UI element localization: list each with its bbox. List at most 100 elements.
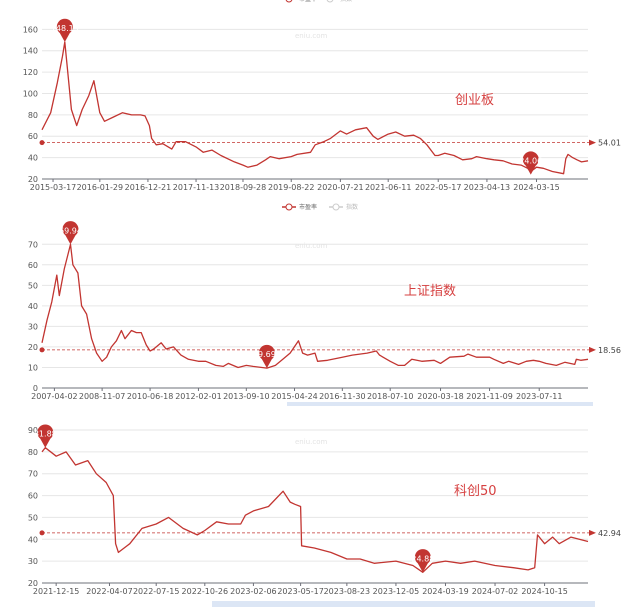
y-tick-label: 60 <box>28 492 38 501</box>
y-tick-label: 50 <box>28 281 38 290</box>
min-point-pin-marker <box>414 549 431 573</box>
y-tick-label: 80 <box>28 448 38 457</box>
y-tick-label: 160 <box>23 25 38 34</box>
y-tick-label: 70 <box>28 240 38 249</box>
y-tick-label: 60 <box>28 261 38 270</box>
x-tick-label: 2023-04-13 <box>464 183 511 192</box>
max-point-pin-label: 69.94 <box>59 226 82 235</box>
watermark: eniu.com <box>295 438 327 446</box>
y-tick-label: 100 <box>23 89 38 98</box>
max-point-pin[interactable]: 148.15 <box>51 18 79 43</box>
x-tick-label: 2024-10-15 <box>521 587 568 596</box>
x-tick-label: 2023-07-11 <box>516 392 563 401</box>
index-name-annotation: 上证指数 <box>404 284 456 299</box>
top-legend-secondary-label: 指数 <box>340 0 352 3</box>
chart-star50-pe: eniu.com 20 30 40 50 60 70 80 90 2021-12-15 2022-0… <box>28 424 621 596</box>
x-tick-label: 2015-04-24 <box>271 392 318 401</box>
x-tick-label: 2016-01-29 <box>77 183 124 192</box>
min-point-pin-label: 9.69 <box>258 350 276 359</box>
x-tick-label: 2010-06-18 <box>127 392 174 401</box>
y-tick-label: 10 <box>28 363 38 372</box>
max-point-pin-label: 148.15 <box>51 24 79 33</box>
y-tick-label: 90 <box>28 426 38 435</box>
max-point-pin-marker <box>37 424 54 448</box>
x-tick-label: 2013-09-10 <box>223 392 270 401</box>
average-value-label: 54.01 <box>598 139 621 148</box>
x-tick-label: 2024-03-19 <box>422 587 469 596</box>
x-tick-label: 2021-11-09 <box>466 392 513 401</box>
x-tick-label: 2021-06-11 <box>365 183 412 192</box>
y-tick-label: 30 <box>28 557 38 566</box>
zoom-slider-2[interactable] <box>212 601 595 607</box>
y-tick-label: 20 <box>28 175 38 184</box>
pe-series-line[interactable] <box>41 447 589 573</box>
index-name-annotation: 创业板 <box>455 93 494 108</box>
average-line-start-dot <box>39 530 45 536</box>
x-tick-label: 2024-03-15 <box>513 183 560 192</box>
x-tick-label: 2022-04-07 <box>86 587 133 596</box>
middle-legend-series-label: 市盈率 <box>299 203 317 211</box>
y-tick-label: 50 <box>28 513 38 522</box>
min-point-pin-marker <box>522 151 539 175</box>
x-tick-label: 2018-09-28 <box>220 183 267 192</box>
x-tick-label: 2024-07-02 <box>472 587 519 596</box>
x-tick-label: 2019-08-22 <box>268 183 315 192</box>
x-tick-label: 2016-11-30 <box>319 392 366 401</box>
index-name-annotation: 科创50 <box>454 484 497 499</box>
x-tick-label: 2022-05-17 <box>415 183 462 192</box>
watermark: eniu.com <box>295 32 327 40</box>
y-tick-label: 140 <box>23 47 38 56</box>
x-tick-label: 2018-07-10 <box>367 392 414 401</box>
min-point-pin[interactable]: 24.06 <box>519 151 542 175</box>
y-tick-label: 30 <box>28 322 38 331</box>
top-legend[interactable]: 市盈率 指数 <box>282 0 352 3</box>
middle-legend[interactable]: 市盈率 指数 <box>282 203 358 211</box>
average-line-arrow <box>589 346 596 353</box>
max-point-pin-label: 81.88 <box>34 430 57 439</box>
average-line-start-dot <box>39 140 45 146</box>
average-line-arrow <box>589 529 596 536</box>
y-tick-label: 0 <box>33 384 38 393</box>
min-point-pin-marker <box>258 344 275 369</box>
x-tick-label: 2016-12-21 <box>125 183 172 192</box>
x-tick-label: 2012-02-01 <box>175 392 222 401</box>
y-tick-label: 70 <box>28 470 38 479</box>
watermark: eniu.com <box>295 242 327 250</box>
max-point-pin-marker <box>56 18 73 43</box>
y-tick-label: 60 <box>28 132 38 141</box>
top-legend-series-label: 市盈率 <box>299 0 317 3</box>
x-tick-label: 2023-08-23 <box>324 587 371 596</box>
middle-legend-secondary-label: 指数 <box>346 203 358 211</box>
average-value-label: 18.56 <box>598 346 621 355</box>
x-tick-label: 2007-04-02 <box>31 392 78 401</box>
min-point-pin-label: 24.88 <box>411 554 434 563</box>
x-tick-label: 2015-03-17 <box>30 183 77 192</box>
x-tick-label: 2020-07-21 <box>317 183 364 192</box>
x-tick-label: 2023-05-17 <box>277 587 324 596</box>
chart-shanghai-pe: eniu.com 0 10 20 30 40 50 60 70 2007-04-02 2008-11… <box>28 221 621 401</box>
pe-series-line[interactable] <box>41 243 589 369</box>
x-tick-label: 2023-02-06 <box>230 587 277 596</box>
min-point-pin-label: 24.06 <box>519 157 542 166</box>
min-point-pin[interactable]: 24.88 <box>411 549 434 573</box>
y-tick-label: 80 <box>28 111 38 120</box>
x-tick-label: 2008-11-07 <box>79 392 126 401</box>
y-tick-label: 20 <box>28 579 38 588</box>
y-tick-label: 40 <box>28 535 38 544</box>
max-point-pin-marker <box>62 221 79 245</box>
pe-series-line[interactable] <box>41 41 589 175</box>
average-line-arrow <box>589 139 596 146</box>
y-tick-label: 40 <box>28 302 38 311</box>
x-tick-label: 2022-07-15 <box>133 587 180 596</box>
average-value-label: 42.94 <box>598 529 621 538</box>
x-tick-label: 2021-12-15 <box>33 587 80 596</box>
min-point-pin[interactable]: 9.69 <box>258 344 276 369</box>
max-point-pin[interactable]: 69.94 <box>59 221 82 245</box>
max-point-pin[interactable]: 81.88 <box>34 424 57 448</box>
y-tick-label: 20 <box>28 343 38 352</box>
x-tick-label: 2023-12-05 <box>373 587 420 596</box>
zoom-slider-1[interactable] <box>287 402 593 406</box>
x-tick-label: 2017-11-13 <box>173 183 220 192</box>
